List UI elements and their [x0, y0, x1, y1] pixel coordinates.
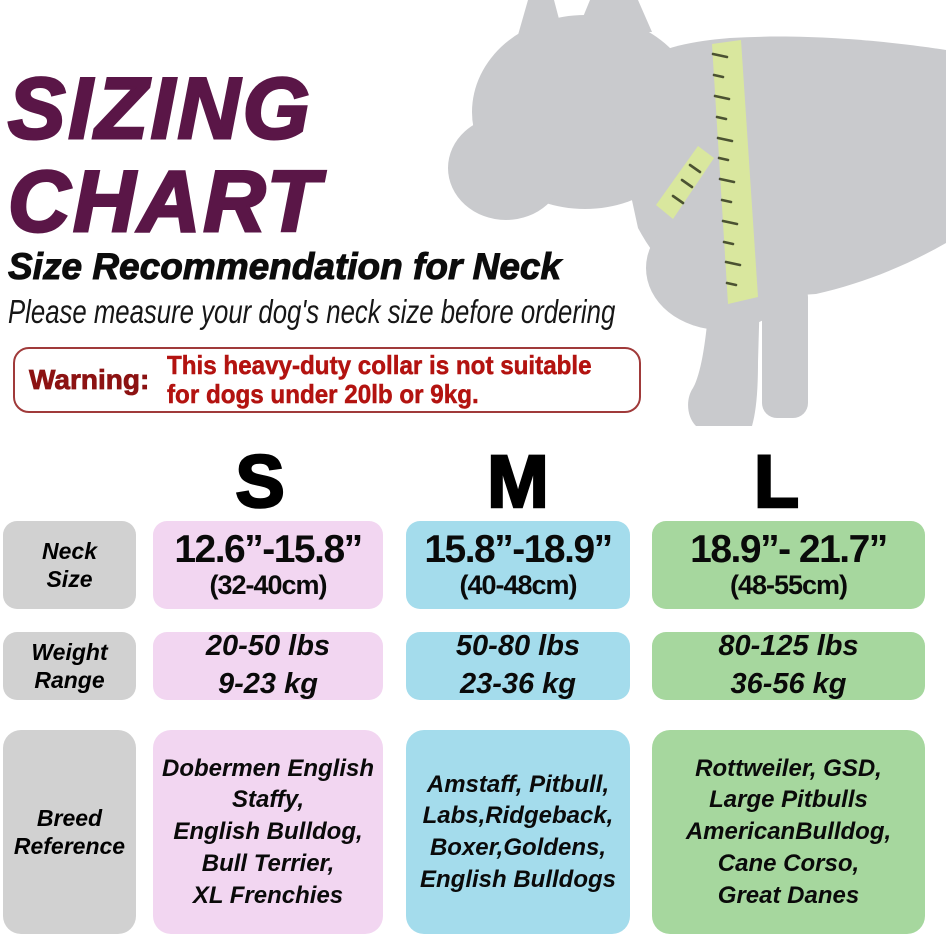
- warning-box: Warning: This heavy-duty collar is not s…: [13, 347, 641, 413]
- cell-neck-size-m: 15.8”-18.9” (40-48cm): [406, 521, 630, 609]
- weight-range-m-text: 50-80 lbs 23-36 kg: [455, 630, 581, 700]
- tape-tick-marks: [671, 52, 742, 287]
- neck-size-l-cm: (48-55cm): [729, 570, 848, 601]
- row-label-breed-reference-text: Breed Reference: [13, 804, 126, 859]
- column-header-s: S: [234, 440, 286, 523]
- breed-reference-m-text: Amstaff, Pitbull, Labs,Ridgeback, Boxer,…: [420, 770, 616, 893]
- breed-reference-s-text: Dobermen English Staffy, English Bulldog…: [161, 754, 375, 909]
- cell-weight-range-s: 20-50 lbs 9-23 kg: [153, 630, 383, 700]
- cell-weight-range-l: 80-125 lbs 36-56 kg: [652, 630, 925, 700]
- cell-breed-reference-s: Dobermen English Staffy, English Bulldog…: [153, 730, 383, 934]
- cell-breed-reference-m: Amstaff, Pitbull, Labs,Ridgeback, Boxer,…: [406, 730, 630, 934]
- page-subtitle: Size Recommendation for Neck: [7, 246, 562, 288]
- row-label-breed-reference: Breed Reference: [3, 730, 136, 934]
- cell-neck-size-l: 18.9”- 21.7” (48-55cm): [652, 521, 925, 609]
- measure-note: Please measure your dog's neck size befo…: [8, 293, 616, 330]
- warning-message: This heavy-duty collar is not suitable f…: [167, 349, 592, 409]
- weight-range-l-text: 80-125 lbs 36-56 kg: [718, 630, 859, 700]
- neck-size-m-cm: (40-48cm): [459, 570, 577, 601]
- row-label-weight-range: Weight Range: [3, 632, 136, 700]
- cell-breed-reference-l: Rottweiler, GSD, Large Pitbulls American…: [652, 730, 925, 934]
- row-label-neck-size-text: Neck Size: [42, 537, 97, 592]
- column-header-l: L: [753, 440, 801, 523]
- measuring-tape-graphic: [656, 40, 758, 304]
- neck-size-m-inches: 15.8”-18.9”: [424, 528, 613, 572]
- dog-body-silhouette: [448, 0, 946, 426]
- breed-reference-l-text: Rottweiler, GSD, Large Pitbulls American…: [685, 754, 892, 909]
- warning-label: Warning:: [29, 364, 150, 396]
- weight-range-s-text: 20-50 lbs 9-23 kg: [205, 630, 331, 700]
- dog-silhouette-graphic: [448, 0, 946, 426]
- neck-size-s-inches: 12.6”-15.8”: [174, 528, 363, 572]
- row-label-weight-range-text: Weight Range: [31, 638, 108, 693]
- cell-weight-range-m: 50-80 lbs 23-36 kg: [406, 630, 630, 700]
- page-title: SIZING CHART: [6, 61, 323, 250]
- neck-size-l-inches: 18.9”- 21.7”: [690, 528, 888, 572]
- column-header-m: M: [486, 440, 550, 523]
- row-label-neck-size: Neck Size: [3, 521, 136, 609]
- neck-size-s-cm: (32-40cm): [209, 570, 327, 601]
- cell-neck-size-s: 12.6”-15.8” (32-40cm): [153, 521, 383, 609]
